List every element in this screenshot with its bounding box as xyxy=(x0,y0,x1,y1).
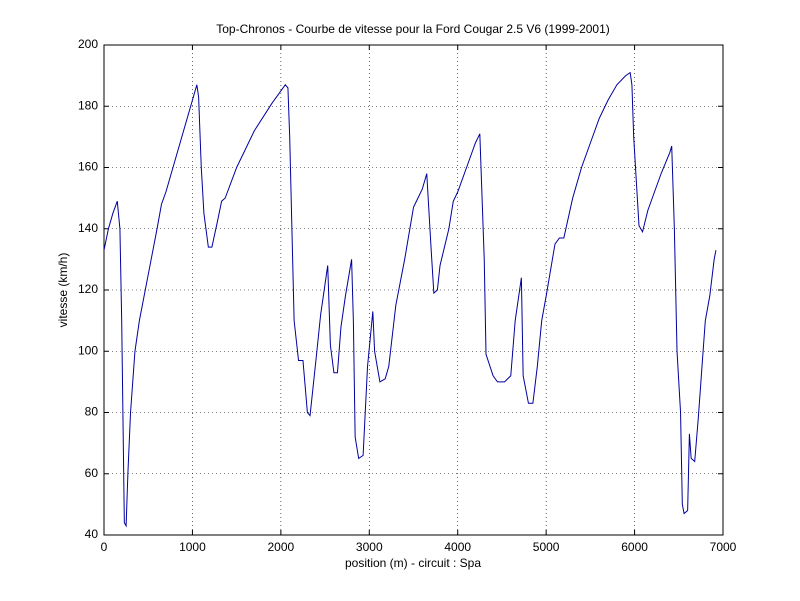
x-tick-label: 7000 xyxy=(710,540,737,554)
plot-frame xyxy=(103,44,724,536)
x-tick-label: 4000 xyxy=(444,540,471,554)
y-tick-label: 200 xyxy=(78,37,98,51)
x-tick-label: 2000 xyxy=(268,540,295,554)
y-tick-label: 120 xyxy=(78,282,98,296)
x-tick-label: 6000 xyxy=(621,540,648,554)
y-tick-label: 180 xyxy=(78,98,98,112)
y-tick-label: 60 xyxy=(85,466,99,480)
y-axis-label: vitesse (km/h) xyxy=(56,253,70,328)
y-tick-label: 160 xyxy=(78,160,98,174)
x-tick-label: 3000 xyxy=(356,540,383,554)
y-tick-label: 80 xyxy=(85,405,99,419)
x-tick-label: 1000 xyxy=(179,540,206,554)
y-tick-label: 100 xyxy=(78,343,98,357)
y-tick-label: 40 xyxy=(85,527,99,541)
x-tick-label: 0 xyxy=(101,540,108,554)
chart-title: Top-Chronos - Courbe de vitesse pour la … xyxy=(216,22,610,36)
y-tick-label: 140 xyxy=(78,221,98,235)
x-tick-label: 5000 xyxy=(533,540,560,554)
speed-line xyxy=(103,71,717,528)
x-axis-label: position (m) - circuit : Spa xyxy=(345,556,481,570)
